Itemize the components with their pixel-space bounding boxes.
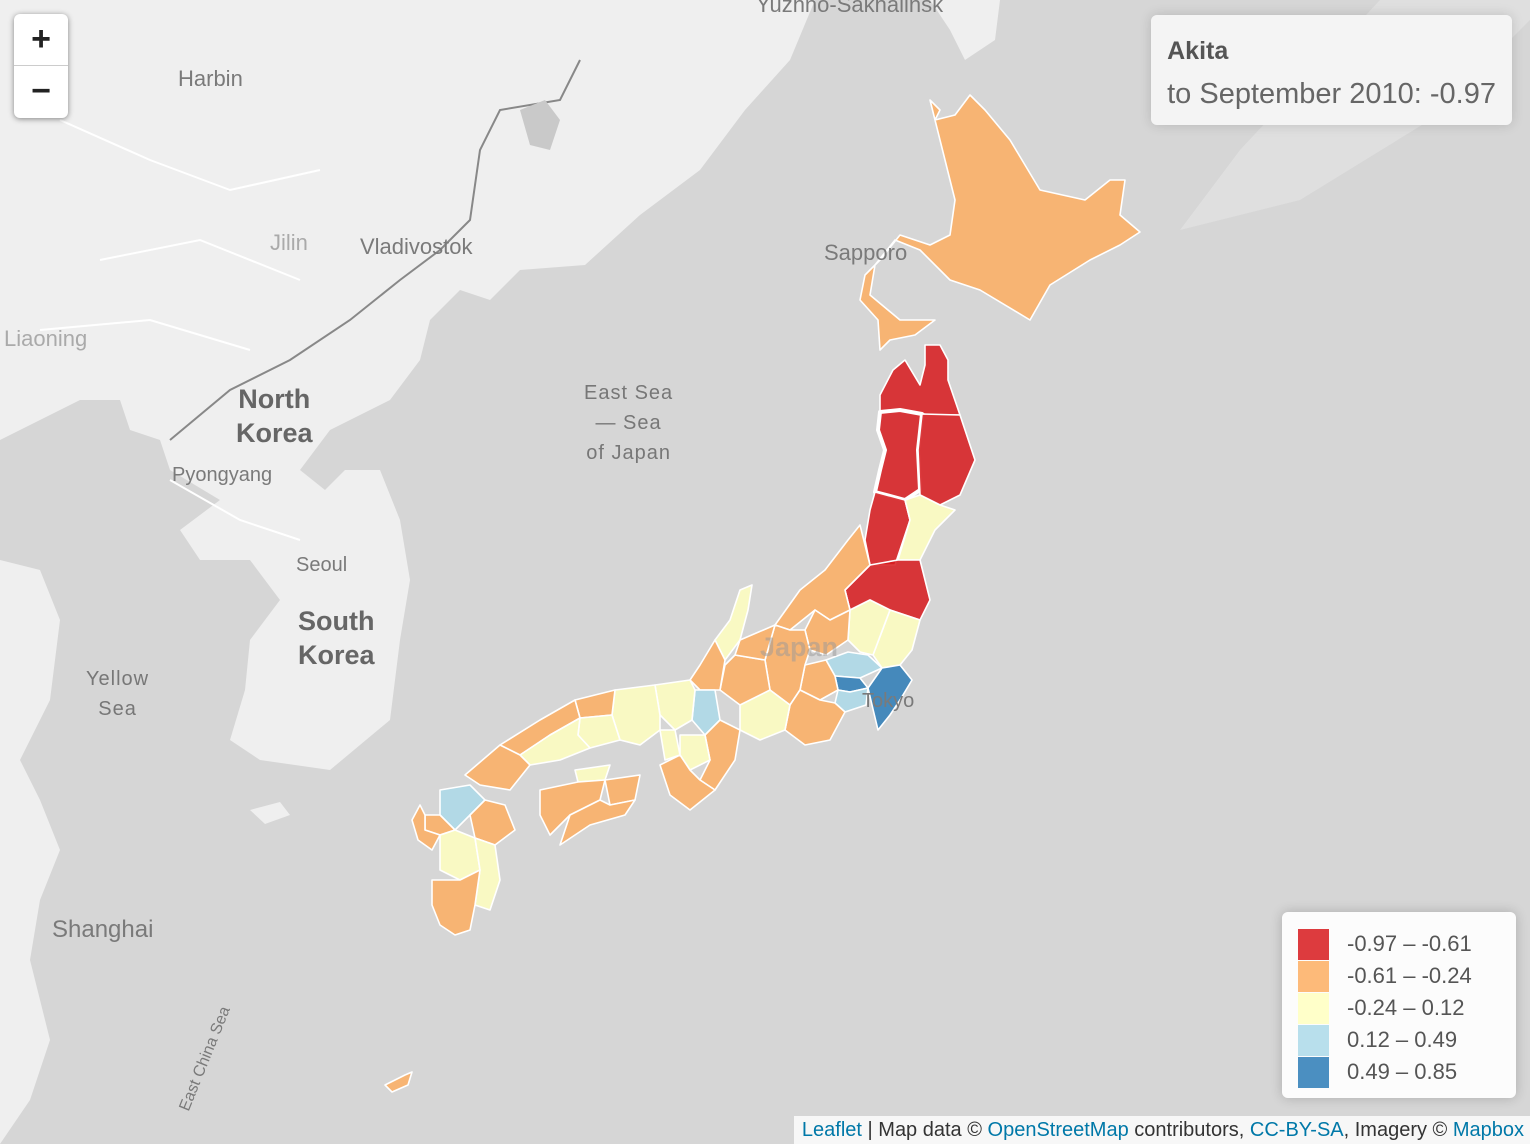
label-seoul: Seoul: [296, 554, 348, 576]
legend-swatch: [1298, 1024, 1329, 1056]
region-toyama[interactable]: [734, 624, 776, 661]
region-mie[interactable]: [699, 719, 741, 791]
label-south-korea-1: South: [298, 606, 375, 636]
label-yellow-sea: Yellow Sea: [86, 664, 149, 724]
zoom-out-button[interactable]: −: [31, 72, 51, 110]
attribution-text-2: contributors,: [1128, 1119, 1250, 1141]
region-miyagi[interactable]: [897, 494, 956, 561]
zoom-in-button[interactable]: +: [31, 20, 51, 58]
label-east-sea: East Sea — Sea of Japan: [584, 378, 673, 468]
region-kyoto[interactable]: [654, 679, 696, 731]
region-kagoshima[interactable]: [431, 869, 481, 936]
asia-mainland: [0, 0, 815, 770]
label-east-sea-2: — Sea: [595, 412, 662, 434]
region-ishikawa[interactable]: [714, 584, 753, 661]
label-vladivostok: Vladivostok: [360, 234, 473, 259]
attribution-text-1: | Map data ©: [861, 1119, 988, 1141]
label-east-sea-1: East Sea: [584, 382, 674, 404]
region-akita[interactable]: [873, 408, 924, 502]
region-chiba[interactable]: [867, 664, 913, 731]
legend-label: 0.49 – 0.85: [1347, 1059, 1458, 1084]
legend-label: 0.12 – 0.49: [1347, 1027, 1458, 1052]
label-yellow-sea-1: Yellow: [86, 668, 150, 690]
attribution-text-3: , Imagery ©: [1343, 1119, 1453, 1141]
region-hiroshima[interactable]: [519, 717, 591, 766]
legend-label: -0.61 – -0.24: [1347, 963, 1472, 988]
legend-row: -0.97 – -0.61: [1298, 928, 1502, 960]
legend: -0.97 – -0.61 -0.61 – -0.24 -0.24 – 0.12…: [1282, 912, 1516, 1098]
legend-swatch: [1298, 928, 1329, 960]
china-coast: [0, 560, 60, 1144]
mapbox-link[interactable]: Mapbox: [1452, 1119, 1524, 1141]
region-aomori[interactable]: [879, 344, 961, 416]
khanka-lake: [520, 100, 560, 150]
sakhalin: [930, 0, 1000, 60]
label-yuzhno: Yuzhno-Sakhalinsk: [756, 0, 944, 17]
legend-row: 0.12 – 0.49: [1298, 1024, 1502, 1056]
label-liaoning: Liaoning: [4, 326, 88, 351]
legend-swatch: [1298, 992, 1329, 1024]
region-niigata[interactable]: [774, 524, 871, 631]
border-line: [169, 59, 581, 441]
region-hokkaido[interactable]: [859, 94, 1141, 351]
label-sapporo: Sapporo: [824, 240, 908, 265]
leaflet-link[interactable]: Leaflet: [801, 1119, 862, 1141]
zoom-control: + −: [14, 14, 68, 118]
ccbysa-link[interactable]: CC-BY-SA: [1249, 1119, 1344, 1141]
info-region-value: to September 2010: -0.97: [1167, 78, 1496, 110]
label-pyongyang: Pyongyang: [172, 464, 273, 486]
osm-link[interactable]: OpenStreetMap: [987, 1119, 1129, 1141]
legend-swatch: [1298, 960, 1329, 992]
label-shanghai: Shanghai: [52, 916, 154, 943]
region-tottori[interactable]: [574, 689, 616, 719]
legend-label: -0.24 – 0.12: [1347, 995, 1465, 1020]
region-osaka[interactable]: [659, 729, 681, 761]
region-yamaguchi[interactable]: [464, 744, 531, 791]
label-yellow-sea-2: Sea: [98, 698, 137, 720]
label-north-korea: North Korea: [236, 382, 313, 450]
legend-row: 0.49 – 0.85: [1298, 1056, 1502, 1088]
label-japan: Japan: [760, 632, 839, 662]
zoom-divider: [14, 65, 68, 66]
legend-label: -0.97 – -0.61: [1347, 931, 1472, 956]
korea-rivers: [39, 119, 321, 541]
legend-swatch: [1298, 1056, 1329, 1088]
label-tokyo: Tokyo: [862, 690, 915, 712]
label-north-korea-1: North: [238, 384, 311, 414]
label-south-korea: South Korea: [298, 604, 375, 672]
region-okinawa[interactable]: [384, 1071, 413, 1093]
jeju-island: [250, 802, 290, 824]
region-iwate[interactable]: [917, 413, 976, 506]
info-region-name: Akita: [1167, 37, 1229, 65]
region-wakayama[interactable]: [659, 754, 716, 811]
legend-row: -0.24 – 0.12: [1298, 992, 1502, 1024]
label-north-korea-2: Korea: [236, 418, 313, 448]
label-south-korea-2: Korea: [298, 640, 375, 670]
info-panel: Akita to September 2010: -0.97: [1151, 15, 1512, 125]
label-east-sea-3: of Japan: [586, 442, 671, 464]
region-nara[interactable]: [679, 734, 711, 771]
label-harbin: Harbin: [178, 66, 243, 91]
region-kochi[interactable]: [559, 799, 636, 846]
label-jilin: Jilin: [270, 230, 308, 255]
region-nagasaki[interactable]: [411, 804, 441, 851]
attribution: Leaflet | Map data © OpenStreetMap contr…: [793, 1116, 1530, 1144]
legend-row: -0.61 – -0.24: [1298, 960, 1502, 992]
